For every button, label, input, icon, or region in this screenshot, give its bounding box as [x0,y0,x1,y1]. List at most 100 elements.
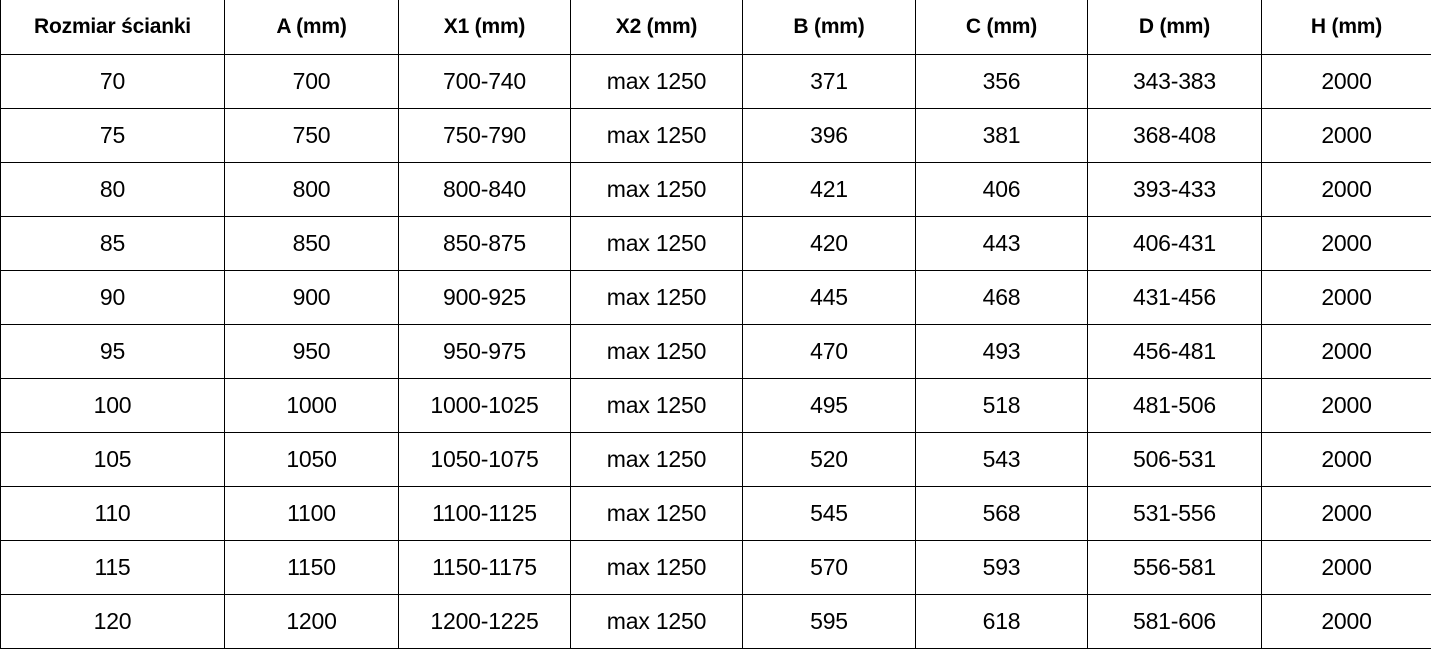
cell-a: 700 [224,54,399,109]
cell-h: 2000 [1261,540,1431,595]
cell-x2: max 1250 [570,594,743,649]
cell-x1: 950-975 [398,324,571,379]
cell-d: 368-408 [1087,108,1262,163]
cell-b: 495 [742,378,916,433]
cell-a: 950 [224,324,399,379]
cell-b: 545 [742,486,916,541]
cell-size: 75 [0,108,225,163]
cell-h: 2000 [1261,54,1431,109]
cell-c: 406 [915,162,1088,217]
cell-a: 850 [224,216,399,271]
cell-h: 2000 [1261,594,1431,649]
cell-x2: max 1250 [570,162,743,217]
cell-b: 420 [742,216,916,271]
cell-c: 543 [915,432,1088,487]
column-header-h: H (mm) [1261,0,1431,55]
cell-x2: max 1250 [570,540,743,595]
cell-b: 445 [742,270,916,325]
cell-d: 393-433 [1087,162,1262,217]
cell-d: 431-456 [1087,270,1262,325]
header-row: Rozmiar ścianki A (mm) X1 (mm) X2 (mm) B… [0,0,1431,55]
table-row: 75 750 750-790 max 1250 396 381 368-408 2000 [0,108,1431,163]
cell-c: 568 [915,486,1088,541]
cell-x1: 1050-1075 [398,432,571,487]
table-row: 100 1000 1000-1025 max 1250 495 518 481-506 200… [0,378,1431,433]
cell-size: 105 [0,432,225,487]
cell-c: 618 [915,594,1088,649]
cell-x1: 800-840 [398,162,571,217]
table-row: 95 950 950-975 max 1250 470 493 456-481 2000 [0,324,1431,379]
cell-c: 493 [915,324,1088,379]
cell-x1: 850-875 [398,216,571,271]
cell-x2: max 1250 [570,378,743,433]
cell-x1: 700-740 [398,54,571,109]
cell-d: 456-481 [1087,324,1262,379]
cell-x1: 900-925 [398,270,571,325]
cell-d: 506-531 [1087,432,1262,487]
cell-size: 80 [0,162,225,217]
cell-size: 90 [0,270,225,325]
cell-h: 2000 [1261,270,1431,325]
cell-x1: 1150-1175 [398,540,571,595]
cell-c: 381 [915,108,1088,163]
column-header-x2: X2 (mm) [570,0,743,55]
column-header-d: D (mm) [1087,0,1262,55]
table-row: 70 700 700-740 max 1250 371 356 343-383 2000 [0,54,1431,109]
cell-a: 900 [224,270,399,325]
cell-c: 443 [915,216,1088,271]
cell-a: 800 [224,162,399,217]
cell-h: 2000 [1261,324,1431,379]
cell-a: 1150 [224,540,399,595]
table-row: 110 1100 1100-1125 max 1250 545 568 531-556 200… [0,486,1431,541]
cell-a: 1050 [224,432,399,487]
cell-size: 100 [0,378,225,433]
cell-h: 2000 [1261,162,1431,217]
cell-size: 70 [0,54,225,109]
table-row: 105 1050 1050-1075 max 1250 520 543 506-531 200… [0,432,1431,487]
cell-d: 481-506 [1087,378,1262,433]
column-header-b: B (mm) [742,0,916,55]
cell-c: 356 [915,54,1088,109]
cell-h: 2000 [1261,486,1431,541]
column-header-a: A (mm) [224,0,399,55]
cell-x2: max 1250 [570,54,743,109]
cell-size: 85 [0,216,225,271]
cell-x1: 1200-1225 [398,594,571,649]
cell-h: 2000 [1261,432,1431,487]
cell-d: 581-606 [1087,594,1262,649]
cell-x1: 750-790 [398,108,571,163]
cell-h: 2000 [1261,216,1431,271]
cell-b: 421 [742,162,916,217]
cell-b: 595 [742,594,916,649]
cell-x1: 1100-1125 [398,486,571,541]
cell-c: 593 [915,540,1088,595]
cell-x2: max 1250 [570,108,743,163]
cell-d: 343-383 [1087,54,1262,109]
table-row: 115 1150 1150-1175 max 1250 570 593 556-581 200… [0,540,1431,595]
table-header: Rozmiar ścianki A (mm) X1 (mm) X2 (mm) B… [0,0,1431,55]
cell-x2: max 1250 [570,270,743,325]
cell-h: 2000 [1261,108,1431,163]
table-row: 85 850 850-875 max 1250 420 443 406-431 2000 [0,216,1431,271]
cell-b: 520 [742,432,916,487]
cell-b: 470 [742,324,916,379]
cell-b: 396 [742,108,916,163]
cell-x2: max 1250 [570,486,743,541]
cell-d: 556-581 [1087,540,1262,595]
cell-c: 468 [915,270,1088,325]
cell-d: 406-431 [1087,216,1262,271]
cell-b: 371 [742,54,916,109]
cell-size: 110 [0,486,225,541]
cell-size: 95 [0,324,225,379]
cell-d: 531-556 [1087,486,1262,541]
cell-x2: max 1250 [570,324,743,379]
table-row: 120 1200 1200-1225 max 1250 595 618 581-606 200… [0,594,1431,649]
table-row: 90 900 900-925 max 1250 445 468 431-456 2000 [0,270,1431,325]
table-body: 70 700 700-740 max 1250 371 356 343-383 2000 75 7… [0,54,1431,649]
cell-size: 120 [0,594,225,649]
cell-a: 750 [224,108,399,163]
cell-b: 570 [742,540,916,595]
cell-x1: 1000-1025 [398,378,571,433]
cell-c: 518 [915,378,1088,433]
